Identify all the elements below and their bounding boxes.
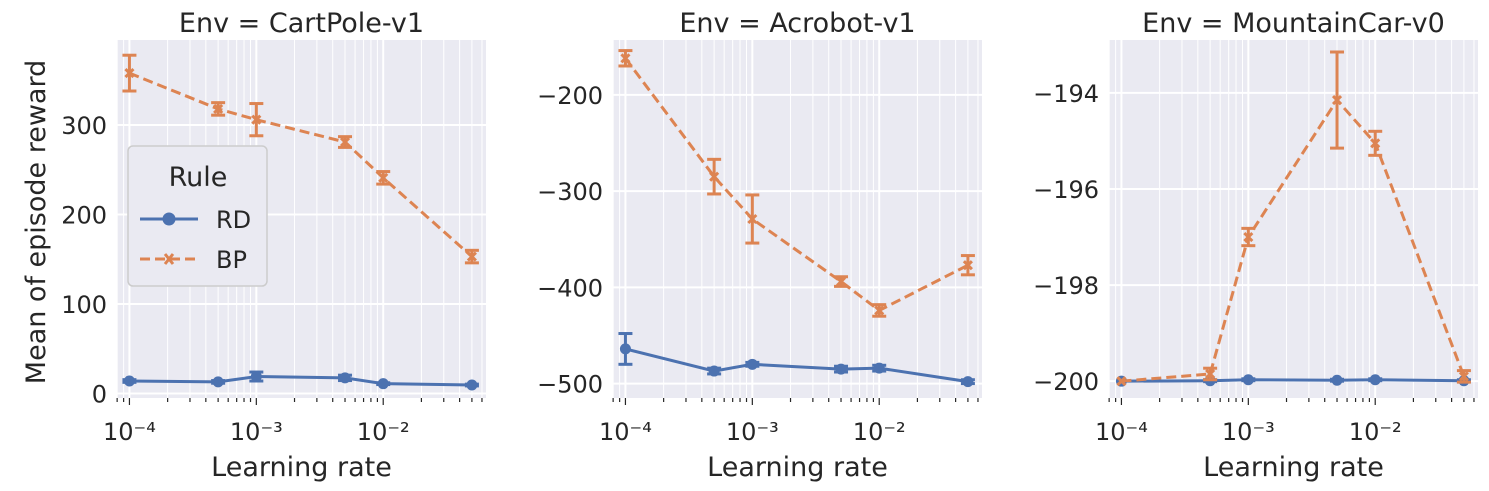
- data-point: [873, 362, 885, 374]
- series-line-rd: [625, 347, 969, 384]
- x-ticks: [1108, 398, 1475, 405]
- data-point: [874, 305, 885, 316]
- data-point: [708, 365, 720, 377]
- data-point: [1205, 368, 1216, 380]
- data-point: [466, 379, 478, 391]
- panel-2: Env = Acrobot-v1 −200 −300 −400 −500 10⁻⁴ 10⁻³…: [537, 8, 982, 483]
- gridlines: [612, 40, 982, 398]
- plot-area: [1109, 40, 1478, 398]
- legend-label: RD: [216, 206, 251, 234]
- y-tick-label: 200: [61, 202, 107, 230]
- y-tick-label: 300: [61, 112, 107, 140]
- x-axis-label: Learning rate: [211, 452, 392, 483]
- data-point: [378, 172, 389, 183]
- plot-area: [613, 40, 982, 398]
- panel-title: Env = CartPole-v1: [179, 8, 424, 39]
- data-point: [962, 376, 974, 388]
- x-tick-label: 10⁻³: [726, 418, 779, 446]
- data-point: [466, 251, 477, 262]
- legend: Rule RD BP: [127, 145, 268, 287]
- panel-title: Env = Acrobot-v1: [679, 8, 915, 39]
- data-point: [835, 363, 847, 375]
- data-point: [212, 376, 224, 388]
- y-axis-label: Mean of episode reward: [21, 60, 52, 384]
- series-line-bp: [624, 57, 969, 313]
- data-point: [620, 53, 631, 64]
- data-point: [1370, 138, 1381, 149]
- y-tick-label: −198: [1033, 272, 1099, 300]
- data-point: [1242, 374, 1254, 386]
- y-tick-label: 0: [92, 381, 107, 409]
- legend-item-rd: RD: [140, 206, 251, 234]
- x-tick-label: 10⁻³: [230, 418, 283, 446]
- data-point: [124, 68, 135, 79]
- data-point: [1369, 374, 1381, 386]
- legend-item-bp: BP: [140, 246, 247, 274]
- data-point: [251, 114, 262, 125]
- x-axis-label: Learning rate: [707, 452, 888, 483]
- data-point: [1331, 374, 1343, 386]
- x-tick-label: 10⁻⁴: [599, 418, 652, 446]
- series-rd: [618, 332, 975, 388]
- data-point: [377, 378, 389, 390]
- x-tick-label: 10⁻⁴: [103, 418, 156, 446]
- y-tick-label: −500: [537, 371, 603, 399]
- data-point: [1116, 376, 1127, 387]
- x-axis-label: Learning rate: [1203, 452, 1384, 483]
- series-line-bp: [128, 71, 473, 258]
- data-point: [1331, 95, 1343, 106]
- series-line-rd: [129, 375, 472, 387]
- data-point: [123, 375, 135, 387]
- data-point: [1458, 371, 1469, 382]
- data-point: [339, 372, 351, 384]
- y-tick-label: −196: [1033, 176, 1099, 204]
- data-point: [619, 343, 631, 355]
- legend-title: Rule: [169, 162, 228, 193]
- x-tick-label: 10⁻²: [853, 418, 906, 446]
- series-line-rd: [1121, 378, 1464, 383]
- data-point: [339, 136, 351, 148]
- data-point: [835, 276, 847, 287]
- data-point: [250, 371, 262, 383]
- data-point: [746, 358, 758, 370]
- series-bp: [1116, 50, 1471, 387]
- y-tick-label: 100: [61, 291, 107, 319]
- data-point: [709, 171, 720, 182]
- y-tick-label: −194: [1033, 80, 1099, 108]
- data-point: [1243, 231, 1254, 243]
- series-bp: [618, 49, 975, 318]
- x-tick-label: 10⁻⁴: [1095, 418, 1148, 446]
- x-ticks: [612, 398, 979, 405]
- panel-1: Env = CartPole-v1 0 100 200 300 10⁻⁴ 10⁻³ 10⁻² L…: [61, 8, 486, 483]
- y-tick-label: −300: [537, 178, 603, 206]
- panel-title: Env = MountainCar-v0: [1142, 8, 1445, 39]
- legend-label: BP: [216, 246, 247, 274]
- panel-3: Env = MountainCar-v0 −194 −196 −198 −200 10⁻⁴…: [1033, 8, 1478, 483]
- series-bp: [122, 53, 479, 265]
- x-ticks: [116, 398, 483, 405]
- y-tick-label: −200: [1033, 368, 1099, 396]
- data-point: [747, 213, 758, 225]
- x-tick-label: 10⁻²: [1349, 418, 1402, 446]
- data-point: [213, 103, 224, 114]
- legend-frame: [127, 145, 268, 287]
- y-tick-label: −400: [537, 274, 603, 302]
- data-point: [962, 260, 973, 271]
- x-tick-label: 10⁻²: [357, 418, 410, 446]
- series-rd: [122, 370, 479, 391]
- x-tick-label: 10⁻³: [1222, 418, 1275, 446]
- y-tick-label: −200: [537, 82, 603, 110]
